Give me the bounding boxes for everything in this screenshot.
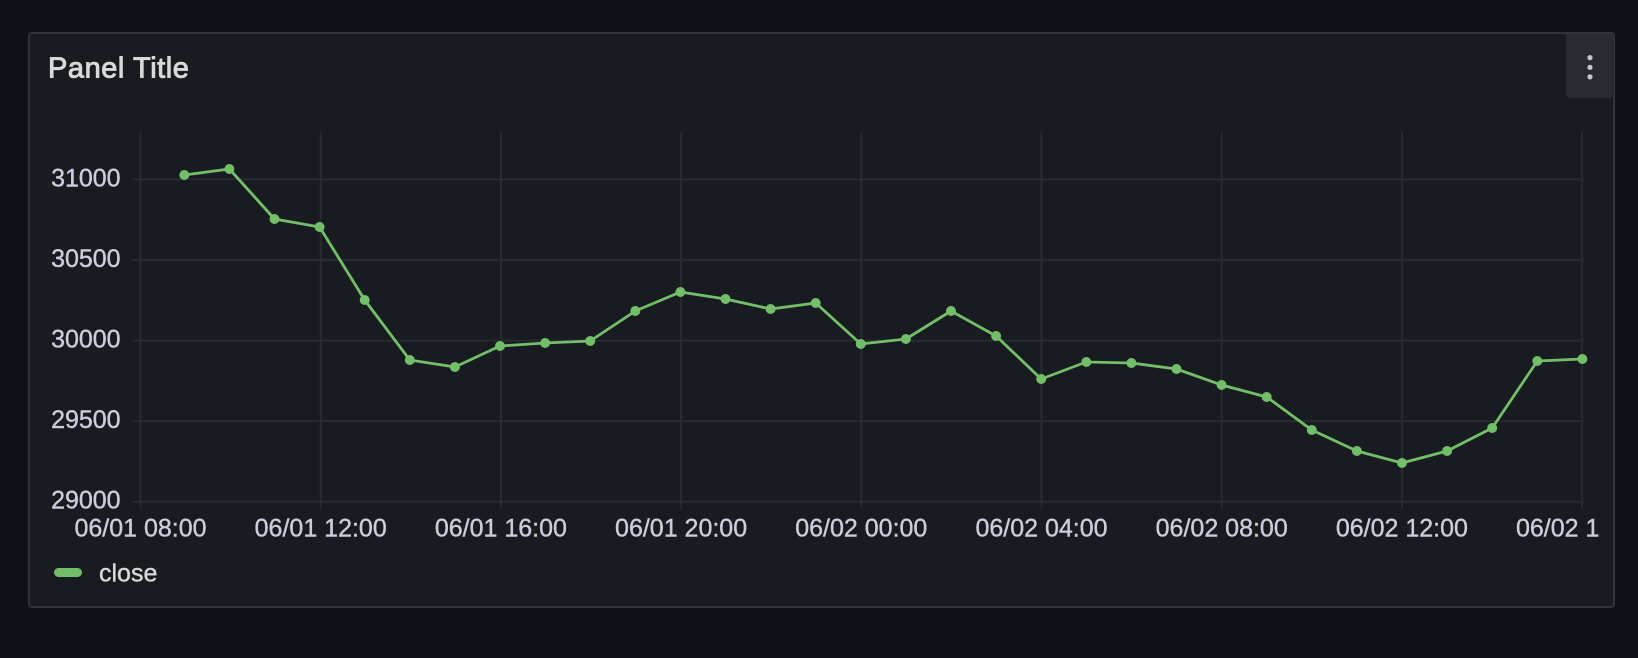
svg-text:06/02 1: 06/02 1 — [1516, 514, 1599, 542]
svg-text:06/01 16:00: 06/01 16:00 — [435, 514, 567, 542]
svg-text:06/02 12:00: 06/02 12:00 — [1336, 514, 1468, 542]
svg-text:06/02 08:00: 06/02 08:00 — [1156, 514, 1288, 542]
svg-text:31000: 31000 — [51, 164, 121, 192]
svg-text:close: close — [99, 559, 157, 587]
svg-text:06/01 08:00: 06/01 08:00 — [74, 514, 206, 542]
svg-text:06/02 00:00: 06/02 00:00 — [795, 514, 927, 542]
svg-text:30500: 30500 — [51, 245, 121, 273]
svg-text:Panel Title: Panel Title — [48, 53, 189, 85]
svg-text:29500: 29500 — [51, 406, 121, 434]
svg-text:30000: 30000 — [51, 326, 121, 354]
svg-text:06/01 20:00: 06/01 20:00 — [615, 514, 747, 542]
svg-text:06/02 04:00: 06/02 04:00 — [975, 514, 1107, 542]
svg-text:29000: 29000 — [51, 487, 121, 515]
svg-text:06/01 12:00: 06/01 12:00 — [255, 514, 387, 542]
